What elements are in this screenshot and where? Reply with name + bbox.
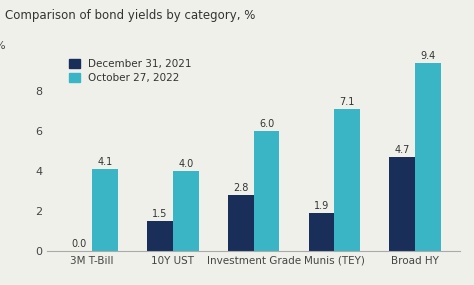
Bar <box>309 213 334 251</box>
Bar <box>415 63 441 251</box>
Legend: December 31, 2021, October 27, 2022: December 31, 2021, October 27, 2022 <box>69 58 191 83</box>
Text: 4.7: 4.7 <box>394 145 410 155</box>
Text: 6.0: 6.0 <box>259 119 274 129</box>
Text: 1.9: 1.9 <box>314 201 329 211</box>
Bar <box>92 169 118 251</box>
Text: 4.1: 4.1 <box>97 157 112 167</box>
Bar <box>228 195 254 251</box>
Text: 9.4: 9.4 <box>420 51 436 61</box>
Bar <box>147 221 173 251</box>
Bar <box>173 171 199 251</box>
Bar <box>389 157 415 251</box>
Text: 10%: 10% <box>0 41 6 51</box>
Bar <box>334 109 360 251</box>
Text: 4.0: 4.0 <box>178 159 193 169</box>
Text: 0.0: 0.0 <box>72 239 87 249</box>
Text: 1.5: 1.5 <box>152 209 167 219</box>
Text: Comparison of bond yields by category, %: Comparison of bond yields by category, % <box>5 9 255 22</box>
Bar <box>254 131 280 251</box>
Text: 7.1: 7.1 <box>340 97 355 107</box>
Text: 2.8: 2.8 <box>233 183 248 193</box>
